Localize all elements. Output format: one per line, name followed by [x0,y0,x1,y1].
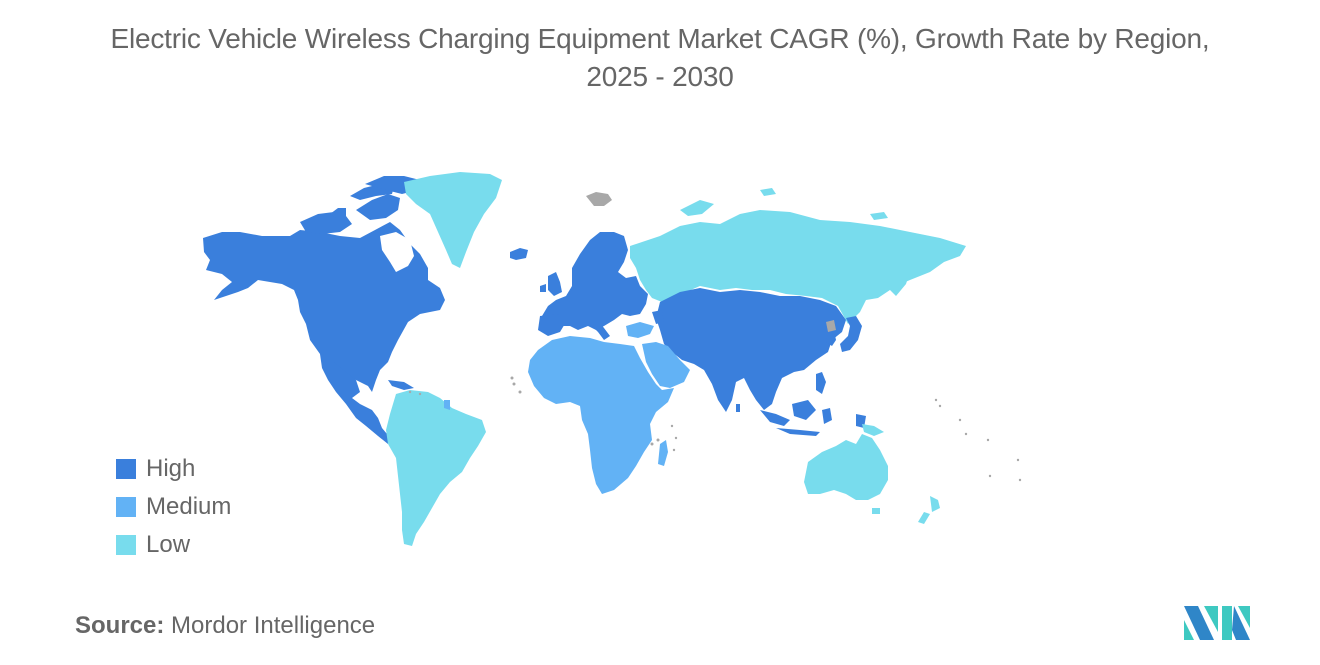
source-line: Source: Mordor Intelligence [75,612,375,640]
source-value: Mordor Intelligence [171,612,376,639]
source-label: Source: [75,612,165,639]
region-novaya-zemlya [680,200,714,216]
region-south-america [386,390,486,546]
chart-title-line2: 2025 - 2030 [586,61,734,92]
region-russia [630,210,966,324]
legend-item-high: High [116,450,231,488]
region-oceania [804,424,940,524]
region-asia [652,288,866,436]
region-iceland [510,248,528,260]
chart-title-line1: Electric Vehicle Wireless Charging Equip… [110,23,1210,54]
legend-label: Low [146,531,191,558]
legend-label: High [146,455,196,482]
legend-item-medium: Medium [116,488,231,526]
chart-title: Electric Vehicle Wireless Charging Equip… [0,20,1320,96]
legend: High Medium Low [116,450,231,564]
legend-label: Medium [146,493,232,520]
region-north-korea [826,320,836,332]
region-europe [538,232,648,340]
mordor-intelligence-logo-icon [1184,606,1250,640]
region-arctic-island [760,188,776,196]
region-arctic-island [870,212,888,220]
legend-swatch-high [116,459,136,479]
region-middle-east-africa [528,322,690,494]
legend-item-low: Low [116,526,231,564]
region-svalbard [586,192,612,206]
region-no-data-islands [408,376,1022,482]
region-kamchatka [886,272,910,296]
region-french-guiana [444,400,450,410]
region-greenland [404,172,502,268]
legend-swatch-medium [116,497,136,517]
legend-swatch-low [116,535,136,555]
